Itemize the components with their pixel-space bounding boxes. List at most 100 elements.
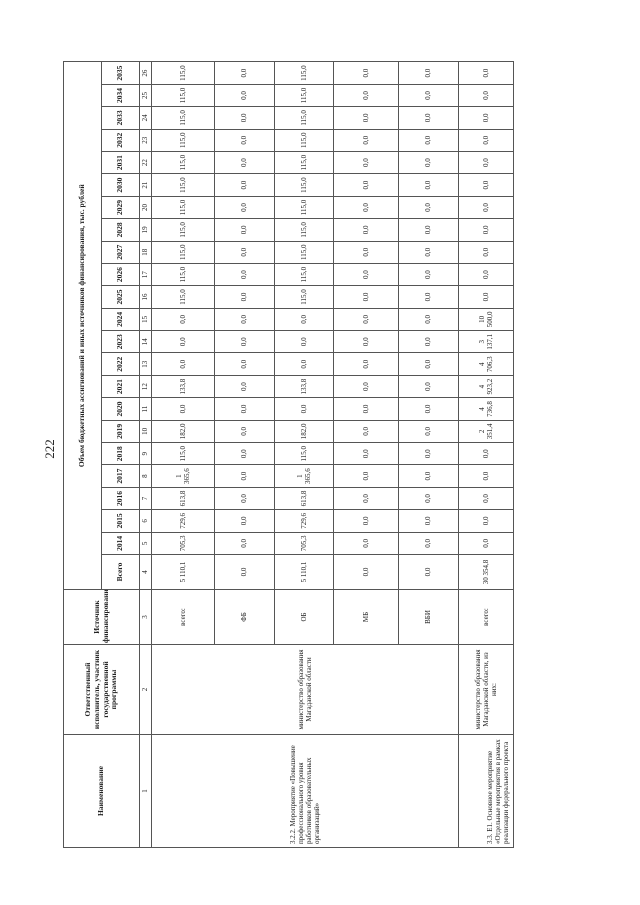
- year-value: 0,0: [214, 487, 275, 510]
- year-value: 115,0: [274, 151, 334, 174]
- column-number: 18: [139, 241, 152, 264]
- column-number: 2: [139, 644, 152, 735]
- year-value: 0,0: [333, 532, 399, 555]
- year-value: 115,0: [151, 173, 215, 197]
- header-year: 2015: [101, 509, 140, 533]
- year-value: 0,0: [398, 151, 459, 174]
- year-value: 115,0: [151, 218, 215, 242]
- year-value: 0,0: [214, 129, 275, 152]
- column-number: 16: [139, 285, 152, 309]
- column-number: 23: [139, 129, 152, 152]
- year-value: 0,0: [398, 61, 459, 85]
- year-value: 0,0: [398, 420, 459, 443]
- column-number: 7: [139, 487, 152, 510]
- year-value: 0,0: [398, 532, 459, 555]
- year-value: 0,0: [274, 352, 334, 376]
- year-value: 133,8: [274, 375, 334, 398]
- responsible-executor: министерство образования Магаданской обл…: [458, 644, 514, 735]
- table-row: 3.2.2. Мероприятие «Повышение профессион…: [151, 61, 459, 848]
- year-value: 0,0: [398, 487, 459, 510]
- column-number: 26: [139, 61, 152, 85]
- year-value: 0,0: [333, 285, 399, 309]
- year-value: 0,0: [333, 487, 399, 510]
- year-value: 0,0: [458, 532, 514, 555]
- year-value: 0,0: [398, 464, 459, 488]
- year-value: 0,0: [333, 106, 399, 130]
- column-number: 8: [139, 464, 152, 488]
- header-year: 2018: [101, 442, 140, 465]
- year-value: 0,0: [458, 487, 514, 510]
- year-value: 115,0: [151, 84, 215, 107]
- total-value: 30 354,8: [458, 554, 514, 590]
- year-value: 10 500,0: [458, 308, 514, 331]
- year-value: 4 923,2: [458, 375, 514, 398]
- year-value: 729,6: [151, 509, 215, 533]
- year-value: 115,0: [274, 129, 334, 152]
- column-number: 12: [139, 375, 152, 398]
- year-value: 0,0: [398, 352, 459, 376]
- year-value: 0,0: [214, 509, 275, 533]
- funding-source: всего:: [458, 589, 514, 645]
- header-year: 2016: [101, 487, 140, 510]
- year-value: 0,0: [398, 397, 459, 421]
- header-volume-title: Объем бюджетных ассигнований и иных исто…: [63, 61, 102, 590]
- column-number: 1: [139, 734, 152, 848]
- year-value: 115,0: [151, 196, 215, 219]
- column-number: 24: [139, 106, 152, 130]
- year-value: 115,0: [274, 106, 334, 130]
- budget-table: Наименование Ответственный исполнитель, у…: [63, 61, 514, 848]
- header-year: 2034: [101, 84, 140, 107]
- funding-source: ВБИ: [398, 589, 459, 645]
- year-value: 115,0: [151, 442, 215, 465]
- header-year: 2032: [101, 129, 140, 152]
- column-number: 25: [139, 84, 152, 107]
- budget-table-rotated: Наименование Ответственный исполнитель, у…: [63, 61, 514, 848]
- header-year: 2020: [101, 397, 140, 421]
- year-value: 0,0: [398, 196, 459, 219]
- year-value: 2 351,4: [458, 420, 514, 443]
- year-value: 0,0: [214, 442, 275, 465]
- year-value: 0,0: [214, 151, 275, 174]
- total-value: 0,0: [214, 554, 275, 590]
- year-value: 115,0: [274, 285, 334, 309]
- year-value: 0,0: [333, 330, 399, 353]
- total-value: 5 110,1: [151, 554, 215, 590]
- year-value: 115,0: [151, 129, 215, 152]
- year-value: 0,0: [333, 464, 399, 488]
- activity-name: 3.3. E1. Основное мероприятие «Отдельные…: [458, 734, 514, 848]
- funding-source: ОБ: [274, 589, 334, 645]
- column-number: 19: [139, 218, 152, 242]
- header-year: 2027: [101, 241, 140, 264]
- year-value: 0,0: [151, 308, 215, 331]
- year-value: 0,0: [398, 308, 459, 331]
- year-value: 0,0: [214, 375, 275, 398]
- year-value: 0,0: [214, 106, 275, 130]
- year-value: 0,0: [214, 84, 275, 107]
- year-value: 705,3: [274, 532, 334, 555]
- year-value: 0,0: [274, 397, 334, 421]
- year-value: 0,0: [333, 509, 399, 533]
- header-year: 2021: [101, 375, 140, 398]
- header-responsible: Ответственный исполнитель, участник госу…: [63, 644, 140, 735]
- year-value: 0,0: [398, 263, 459, 286]
- column-number: 21: [139, 173, 152, 197]
- year-value: 0,0: [214, 263, 275, 286]
- header-year: 2029: [101, 196, 140, 219]
- year-value: 182,0: [274, 420, 334, 443]
- year-value: 0,0: [398, 509, 459, 533]
- header-year: 2035: [101, 61, 140, 85]
- header-year: 2024: [101, 308, 140, 331]
- year-value: 0,0: [398, 442, 459, 465]
- year-value: 0,0: [333, 241, 399, 264]
- year-value: 0,0: [458, 196, 514, 219]
- year-value: 0,0: [398, 84, 459, 107]
- column-number: 15: [139, 308, 152, 331]
- year-value: 0,0: [458, 464, 514, 488]
- year-value: 0,0: [151, 397, 215, 421]
- year-value: 0,0: [333, 196, 399, 219]
- year-value: 0,0: [398, 330, 459, 353]
- year-value: 0,0: [214, 464, 275, 488]
- year-value: 0,0: [214, 285, 275, 309]
- year-value: 705,3: [151, 532, 215, 555]
- year-value: 0,0: [333, 375, 399, 398]
